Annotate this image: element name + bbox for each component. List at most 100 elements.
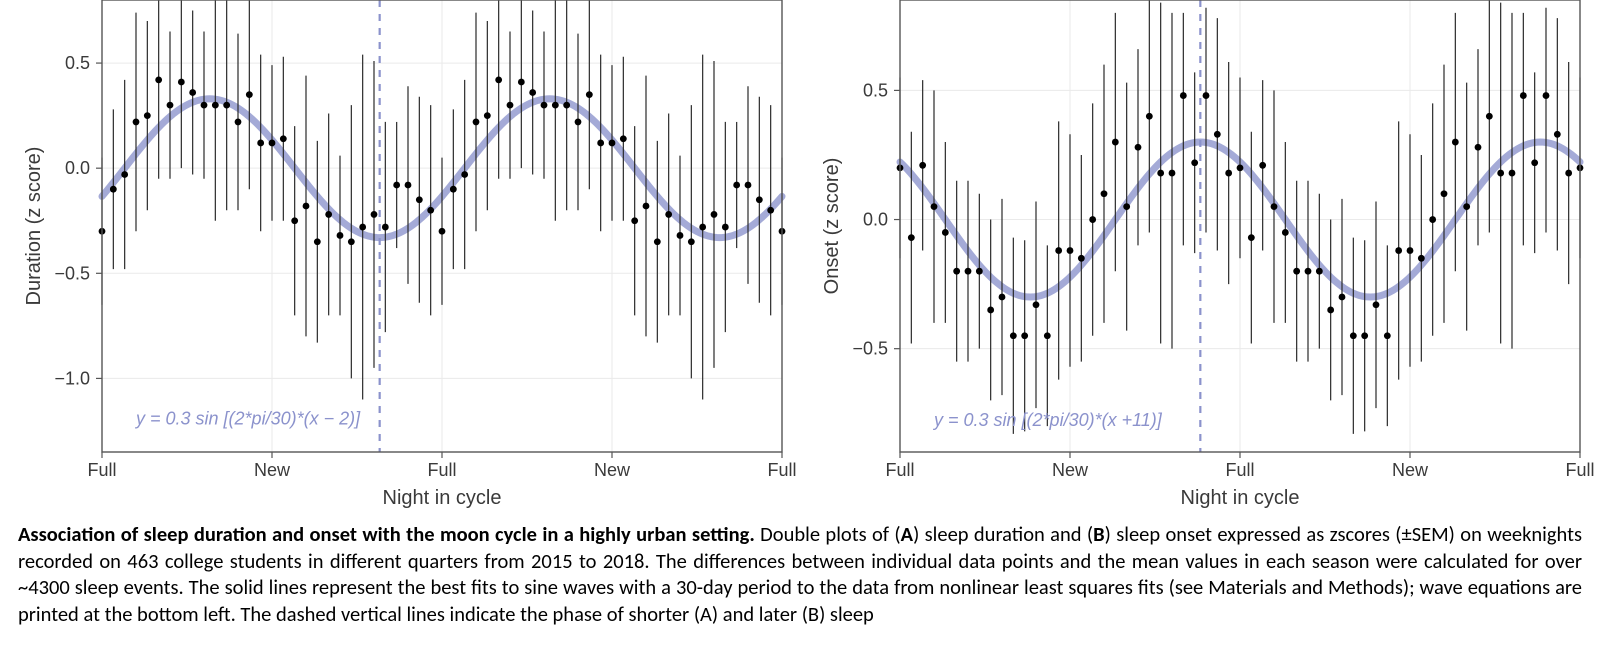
y-tick-label: 0.5 xyxy=(65,53,90,73)
data-point xyxy=(155,76,162,83)
data-point xyxy=(1339,294,1346,301)
data-point xyxy=(931,203,938,210)
data-point xyxy=(942,229,949,236)
data-point xyxy=(733,182,740,189)
data-point xyxy=(1135,144,1142,151)
data-point xyxy=(1021,332,1028,339)
x-tick-label: Full xyxy=(427,460,456,480)
data-point xyxy=(473,119,480,126)
data-point xyxy=(620,135,627,142)
data-point xyxy=(189,89,196,96)
x-tick-label: New xyxy=(594,460,631,480)
panel-a-svg: Full New Full New Full Night in cycle −1.0 −0.5… xyxy=(0,0,800,515)
data-point xyxy=(325,211,332,218)
data-point xyxy=(495,76,502,83)
y-tick-label: 0.0 xyxy=(863,210,888,230)
x-tick-label: Full xyxy=(767,460,796,480)
panel-a-y-title: Duration (z score) xyxy=(23,147,45,306)
data-point xyxy=(1327,307,1334,314)
data-point xyxy=(427,207,434,214)
data-point xyxy=(688,238,695,245)
data-point xyxy=(223,102,230,109)
data-point xyxy=(348,238,355,245)
data-point xyxy=(722,224,729,231)
data-point xyxy=(1225,170,1232,177)
data-point xyxy=(178,79,185,86)
data-point xyxy=(1123,203,1130,210)
data-point xyxy=(1237,164,1244,171)
data-point xyxy=(745,182,752,189)
data-point xyxy=(212,102,219,109)
data-point xyxy=(999,294,1006,301)
y-tick-label: −0.5 xyxy=(54,263,90,283)
data-point xyxy=(953,268,960,275)
data-point xyxy=(337,232,344,239)
data-point xyxy=(257,140,264,147)
data-point xyxy=(291,217,298,224)
data-point xyxy=(235,119,242,126)
data-point xyxy=(965,268,972,275)
data-point xyxy=(144,112,151,119)
data-point xyxy=(1282,229,1289,236)
data-point xyxy=(1180,92,1187,99)
y-tick-label: −1.0 xyxy=(54,368,90,388)
data-point xyxy=(597,140,604,147)
y-tick-label: 0.0 xyxy=(65,158,90,178)
x-tick-label: New xyxy=(254,460,291,480)
data-point xyxy=(1169,170,1176,177)
data-point xyxy=(201,102,208,109)
data-point xyxy=(586,91,593,98)
data-point xyxy=(1078,255,1085,262)
data-point xyxy=(1418,255,1425,262)
data-point xyxy=(1441,190,1448,197)
data-point xyxy=(314,238,321,245)
data-point xyxy=(1554,131,1561,138)
data-point xyxy=(382,224,389,231)
data-point xyxy=(756,196,763,203)
data-point xyxy=(1384,332,1391,339)
data-point xyxy=(1157,170,1164,177)
data-point xyxy=(303,203,310,210)
figure-caption: Association of sleep duration and onset … xyxy=(0,515,1600,628)
data-point xyxy=(1395,247,1402,254)
data-point xyxy=(371,211,378,218)
data-point xyxy=(987,307,994,314)
data-point xyxy=(450,186,457,193)
panel-b-y-axis: −0.5 0.0 0.5 xyxy=(852,80,900,358)
data-point xyxy=(1429,216,1436,223)
data-point xyxy=(359,224,366,231)
data-point xyxy=(1361,332,1368,339)
x-tick-label: Full xyxy=(87,460,116,480)
figure: Full New Full New Full Night in cycle −1.0 −0.5… xyxy=(0,0,1600,650)
data-point xyxy=(1033,301,1040,308)
data-point xyxy=(1191,159,1198,166)
data-point xyxy=(767,207,774,214)
data-point xyxy=(1407,247,1414,254)
panel-b-x-axis: FullNewFullNewFull xyxy=(885,452,1594,480)
data-point xyxy=(1475,144,1482,151)
panel-a-y-axis: −1.0 −0.5 0.0 0.5 xyxy=(54,53,102,388)
panels-row: Full New Full New Full Night in cycle −1.0 −0.5… xyxy=(0,0,1600,515)
panel-a-x-title: Night in cycle xyxy=(383,487,502,509)
data-point xyxy=(1214,131,1221,138)
panel-b-y-title: Onset (z score) xyxy=(821,158,843,295)
data-point xyxy=(280,135,287,142)
data-point xyxy=(575,119,582,126)
data-point xyxy=(439,228,446,235)
data-point xyxy=(1203,92,1210,99)
data-point xyxy=(654,238,661,245)
data-point xyxy=(246,91,253,98)
data-point xyxy=(1010,332,1017,339)
x-tick-label: Full xyxy=(885,460,914,480)
data-point xyxy=(1316,268,1323,275)
data-point xyxy=(1531,159,1538,166)
y-tick-label: 0.5 xyxy=(863,80,888,100)
data-point xyxy=(1112,139,1119,146)
data-point xyxy=(110,186,117,193)
panel-a-x-axis: Full New Full New Full xyxy=(87,452,796,480)
y-tick-label: −0.5 xyxy=(852,339,888,359)
data-point xyxy=(609,140,616,147)
data-point xyxy=(167,102,174,109)
panel-b-svg: FullNewFullNewFullNight in cycle−0.50.00… xyxy=(800,0,1600,515)
data-point xyxy=(1520,92,1527,99)
